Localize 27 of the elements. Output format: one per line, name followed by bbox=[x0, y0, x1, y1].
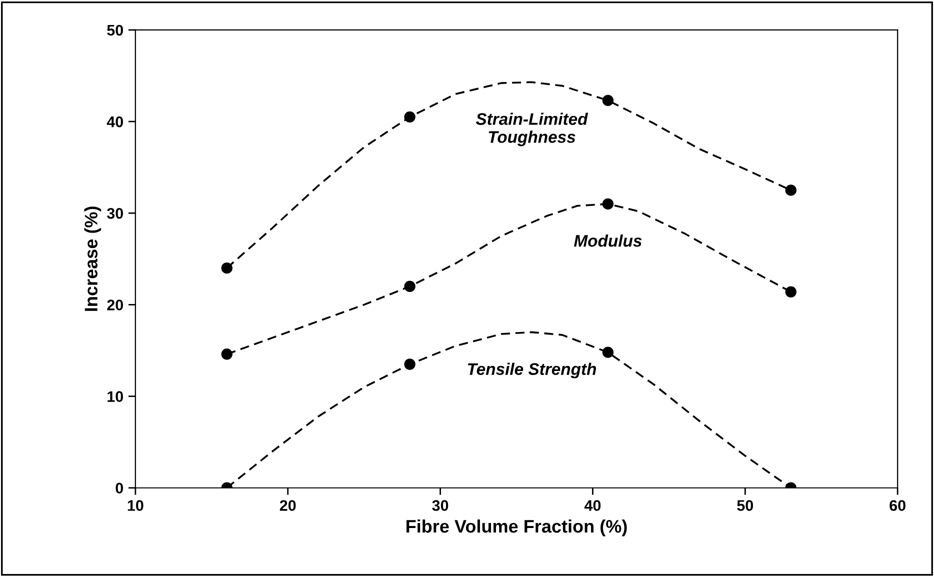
point bbox=[785, 286, 796, 298]
y-tick-label: 10 bbox=[108, 391, 123, 402]
y-tick-label: 30 bbox=[106, 208, 123, 219]
y-tick-label: 40 bbox=[106, 116, 123, 128]
point bbox=[404, 358, 416, 370]
x-tick-label: 30 bbox=[432, 500, 448, 511]
series-label: Strain-Limited Toughness bbox=[476, 112, 588, 146]
y-axis-title: Increase (%) bbox=[84, 206, 102, 311]
point bbox=[404, 280, 416, 292]
y-tick-label: 0 bbox=[116, 482, 123, 494]
x-tick-label: 40 bbox=[584, 500, 601, 511]
point bbox=[602, 198, 614, 210]
x-tick-label: 50 bbox=[737, 500, 754, 511]
x-tick-label: 60 bbox=[890, 500, 906, 511]
x-tick-label: 10 bbox=[128, 500, 144, 511]
point bbox=[404, 111, 416, 123]
point bbox=[785, 184, 796, 196]
series-label: Tensile Strength bbox=[468, 362, 596, 378]
point bbox=[221, 348, 232, 360]
point bbox=[602, 346, 614, 358]
y-tick-label: 20 bbox=[107, 300, 123, 310]
y-tick-label: 50 bbox=[107, 24, 123, 36]
point bbox=[602, 94, 614, 106]
series-label: Modulus bbox=[574, 234, 642, 247]
x-tick-label: 20 bbox=[280, 500, 296, 511]
point bbox=[221, 262, 232, 274]
x-axis-title: Fibre Volume Fraction (%) bbox=[406, 519, 627, 536]
